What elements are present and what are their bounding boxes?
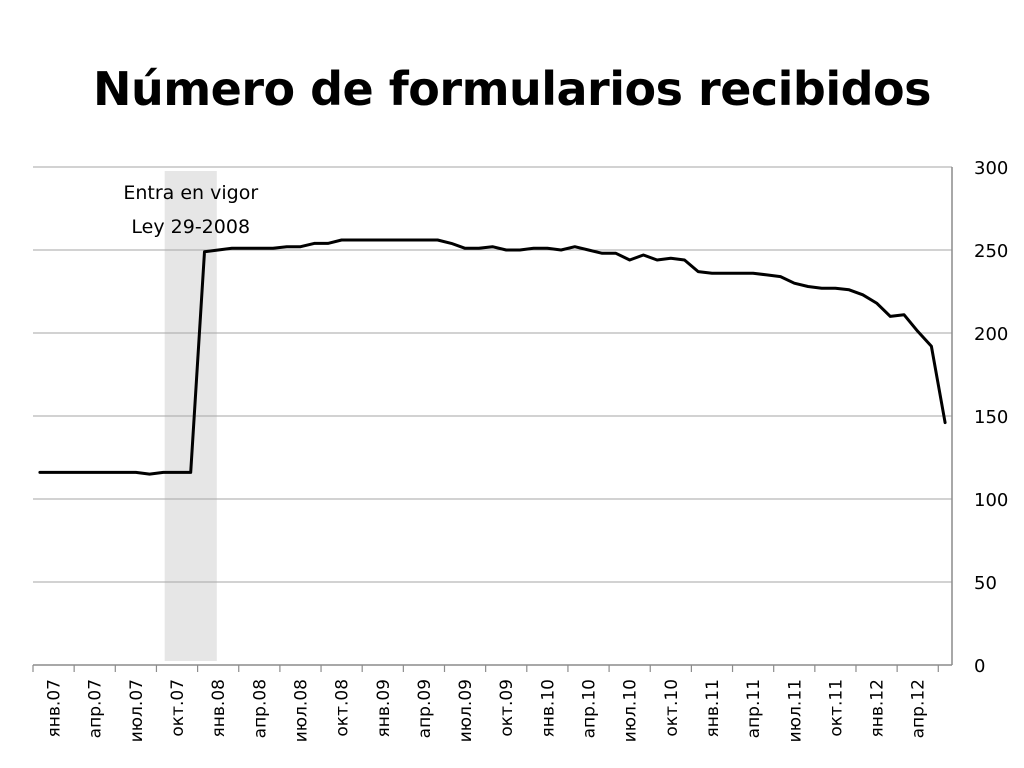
series-layer [38,238,947,476]
x-tick-label: янв.07 [45,679,65,737]
x-tick-label: апр.09 [415,679,435,738]
x-tick-label: янв.09 [374,679,394,737]
y-tick-label: 150 [974,407,1008,428]
y-tick-label: 0 [974,656,985,677]
x-tick-label: янв.12 [868,679,888,737]
x-tick-label: окт.08 [333,679,353,737]
x-tick-label: июл.07 [127,679,147,742]
x-tick-label: янв.10 [538,679,558,737]
y-tick-label: 200 [974,324,1008,345]
x-tick-label: апр.07 [86,679,106,738]
y-tick-label: 250 [974,241,1008,262]
axes [32,167,953,672]
x-tick-label: янв.11 [703,679,723,737]
series-line [38,238,947,476]
x-tick-label: июл.08 [292,679,312,742]
x-tick-label: июл.11 [785,679,805,742]
x-tick-label: окт.07 [168,679,188,737]
chart-title: Número de formularios recibidos [92,62,932,116]
x-tick-label: июл.09 [456,679,476,742]
y-tick-labels: 0 50 100 150 200 250 300 [974,158,1008,677]
y-tick-label: 300 [974,158,1008,179]
annotation-line: Ley 29-2008 [131,216,250,238]
x-tick-label: окт.09 [497,679,517,737]
x-tick-labels: янв.07 апр.07 июл.07 окт.07 янв.08 апр.08 июл.… [45,679,929,742]
x-tick-label: апр.10 [580,679,600,738]
annotation-line: Entra en vigor [123,182,258,204]
x-tick-label: апр.12 [909,679,929,738]
y-tick-label: 50 [974,573,997,594]
x-tick-label: окт.11 [826,679,846,737]
x-tick-label: апр.11 [744,679,764,738]
x-tick-label: июл.10 [621,679,641,742]
x-tick-label: янв.08 [209,679,229,737]
y-tick-label: 100 [974,490,1008,511]
x-tick-label: апр.08 [250,679,270,738]
x-tick-label: окт.10 [662,679,682,737]
annotation-law-effective: Entra en vigor Ley 29-2008 [123,182,258,238]
gridlines [33,166,952,583]
